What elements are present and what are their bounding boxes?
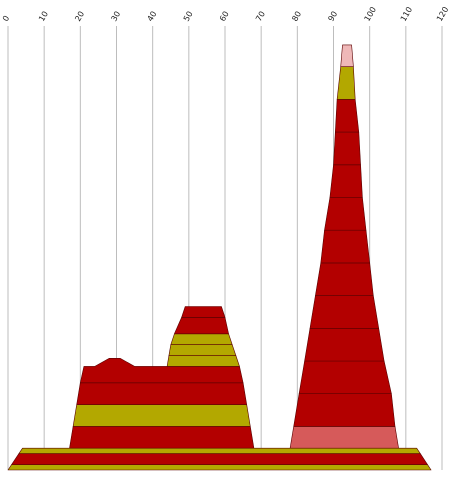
area-layer [309, 295, 380, 329]
area-layer [11, 453, 428, 465]
area-layer [18, 447, 421, 454]
x-tick-label: 30 [109, 10, 122, 23]
area-layer [76, 382, 247, 405]
area-layer [168, 344, 237, 356]
x-tick-label: 80 [290, 10, 303, 23]
x-tick-label: 10 [37, 10, 50, 23]
x-tick-label: 40 [146, 10, 159, 23]
area-layer [174, 317, 229, 335]
area-layer [7, 464, 432, 471]
area-layer [336, 66, 356, 100]
area-layer [320, 229, 371, 264]
area-layers [7, 44, 432, 471]
area-layer [304, 327, 385, 362]
area-layer [293, 393, 396, 427]
area-layer [181, 306, 226, 318]
area-layer [340, 44, 354, 67]
x-tick-label: 20 [73, 10, 86, 23]
x-tick-label: 100 [363, 5, 378, 23]
area-layer [298, 360, 392, 395]
area-layer [329, 164, 363, 198]
x-tick-labels: 0 10 20 30 40 50 60 70 80 90 100 110 120 [1, 5, 450, 23]
area-layer [289, 426, 399, 449]
area-layer [324, 197, 367, 231]
area-layer [72, 404, 251, 427]
area-layer [333, 131, 361, 166]
x-tick-label: 110 [399, 5, 414, 23]
x-tick-label: 70 [254, 10, 267, 23]
area-layer [334, 99, 360, 133]
x-tick-label: 90 [326, 10, 339, 23]
x-tick-label: 120 [435, 5, 450, 23]
area-layer [166, 355, 240, 367]
area-layer [80, 357, 244, 384]
area-layer [170, 333, 233, 345]
area-layer [315, 262, 374, 296]
x-tick-label: 60 [218, 10, 231, 23]
area-layer [69, 426, 255, 449]
x-tick-label: 0 [1, 14, 11, 23]
x-tick-label: 50 [182, 10, 195, 23]
